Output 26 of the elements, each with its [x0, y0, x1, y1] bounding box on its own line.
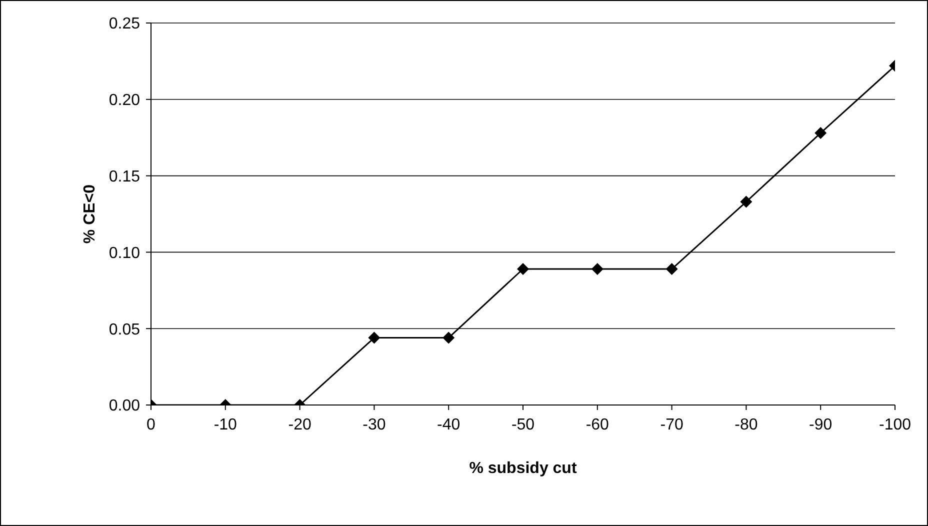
- x-tick-label: -80: [734, 416, 758, 434]
- point: [517, 263, 529, 276]
- point: [666, 263, 678, 276]
- x-tick-label: 0: [146, 416, 156, 434]
- y-tick-label: 0.10: [108, 244, 140, 262]
- y-tick-label: 0.00: [108, 398, 140, 415]
- point: [442, 332, 455, 344]
- y-tick-label: 0.25: [108, 16, 140, 33]
- point: [368, 332, 380, 344]
- x-tick-label: -60: [586, 416, 610, 434]
- x-tick-label: -40: [437, 416, 460, 434]
- point: [591, 263, 604, 276]
- x-tick-label: -50: [511, 416, 535, 434]
- point: [740, 196, 752, 208]
- x-tick-label: -30: [362, 416, 386, 434]
- y-axis-title: % CE<0: [82, 184, 99, 244]
- x-tick-label: -10: [214, 416, 238, 434]
- x-axis-title: % subsidy cut: [469, 460, 578, 477]
- x-tick-label: -100: [878, 416, 912, 434]
- x-tick-label: -20: [288, 416, 312, 434]
- x-tick-label: -70: [660, 416, 684, 434]
- point: [814, 127, 827, 140]
- y-tick-label: 0.20: [108, 92, 140, 110]
- x-tick-label: -90: [809, 416, 832, 434]
- y-tick-label: 0.05: [108, 321, 140, 338]
- y-tick-label: 0.15: [108, 168, 140, 186]
